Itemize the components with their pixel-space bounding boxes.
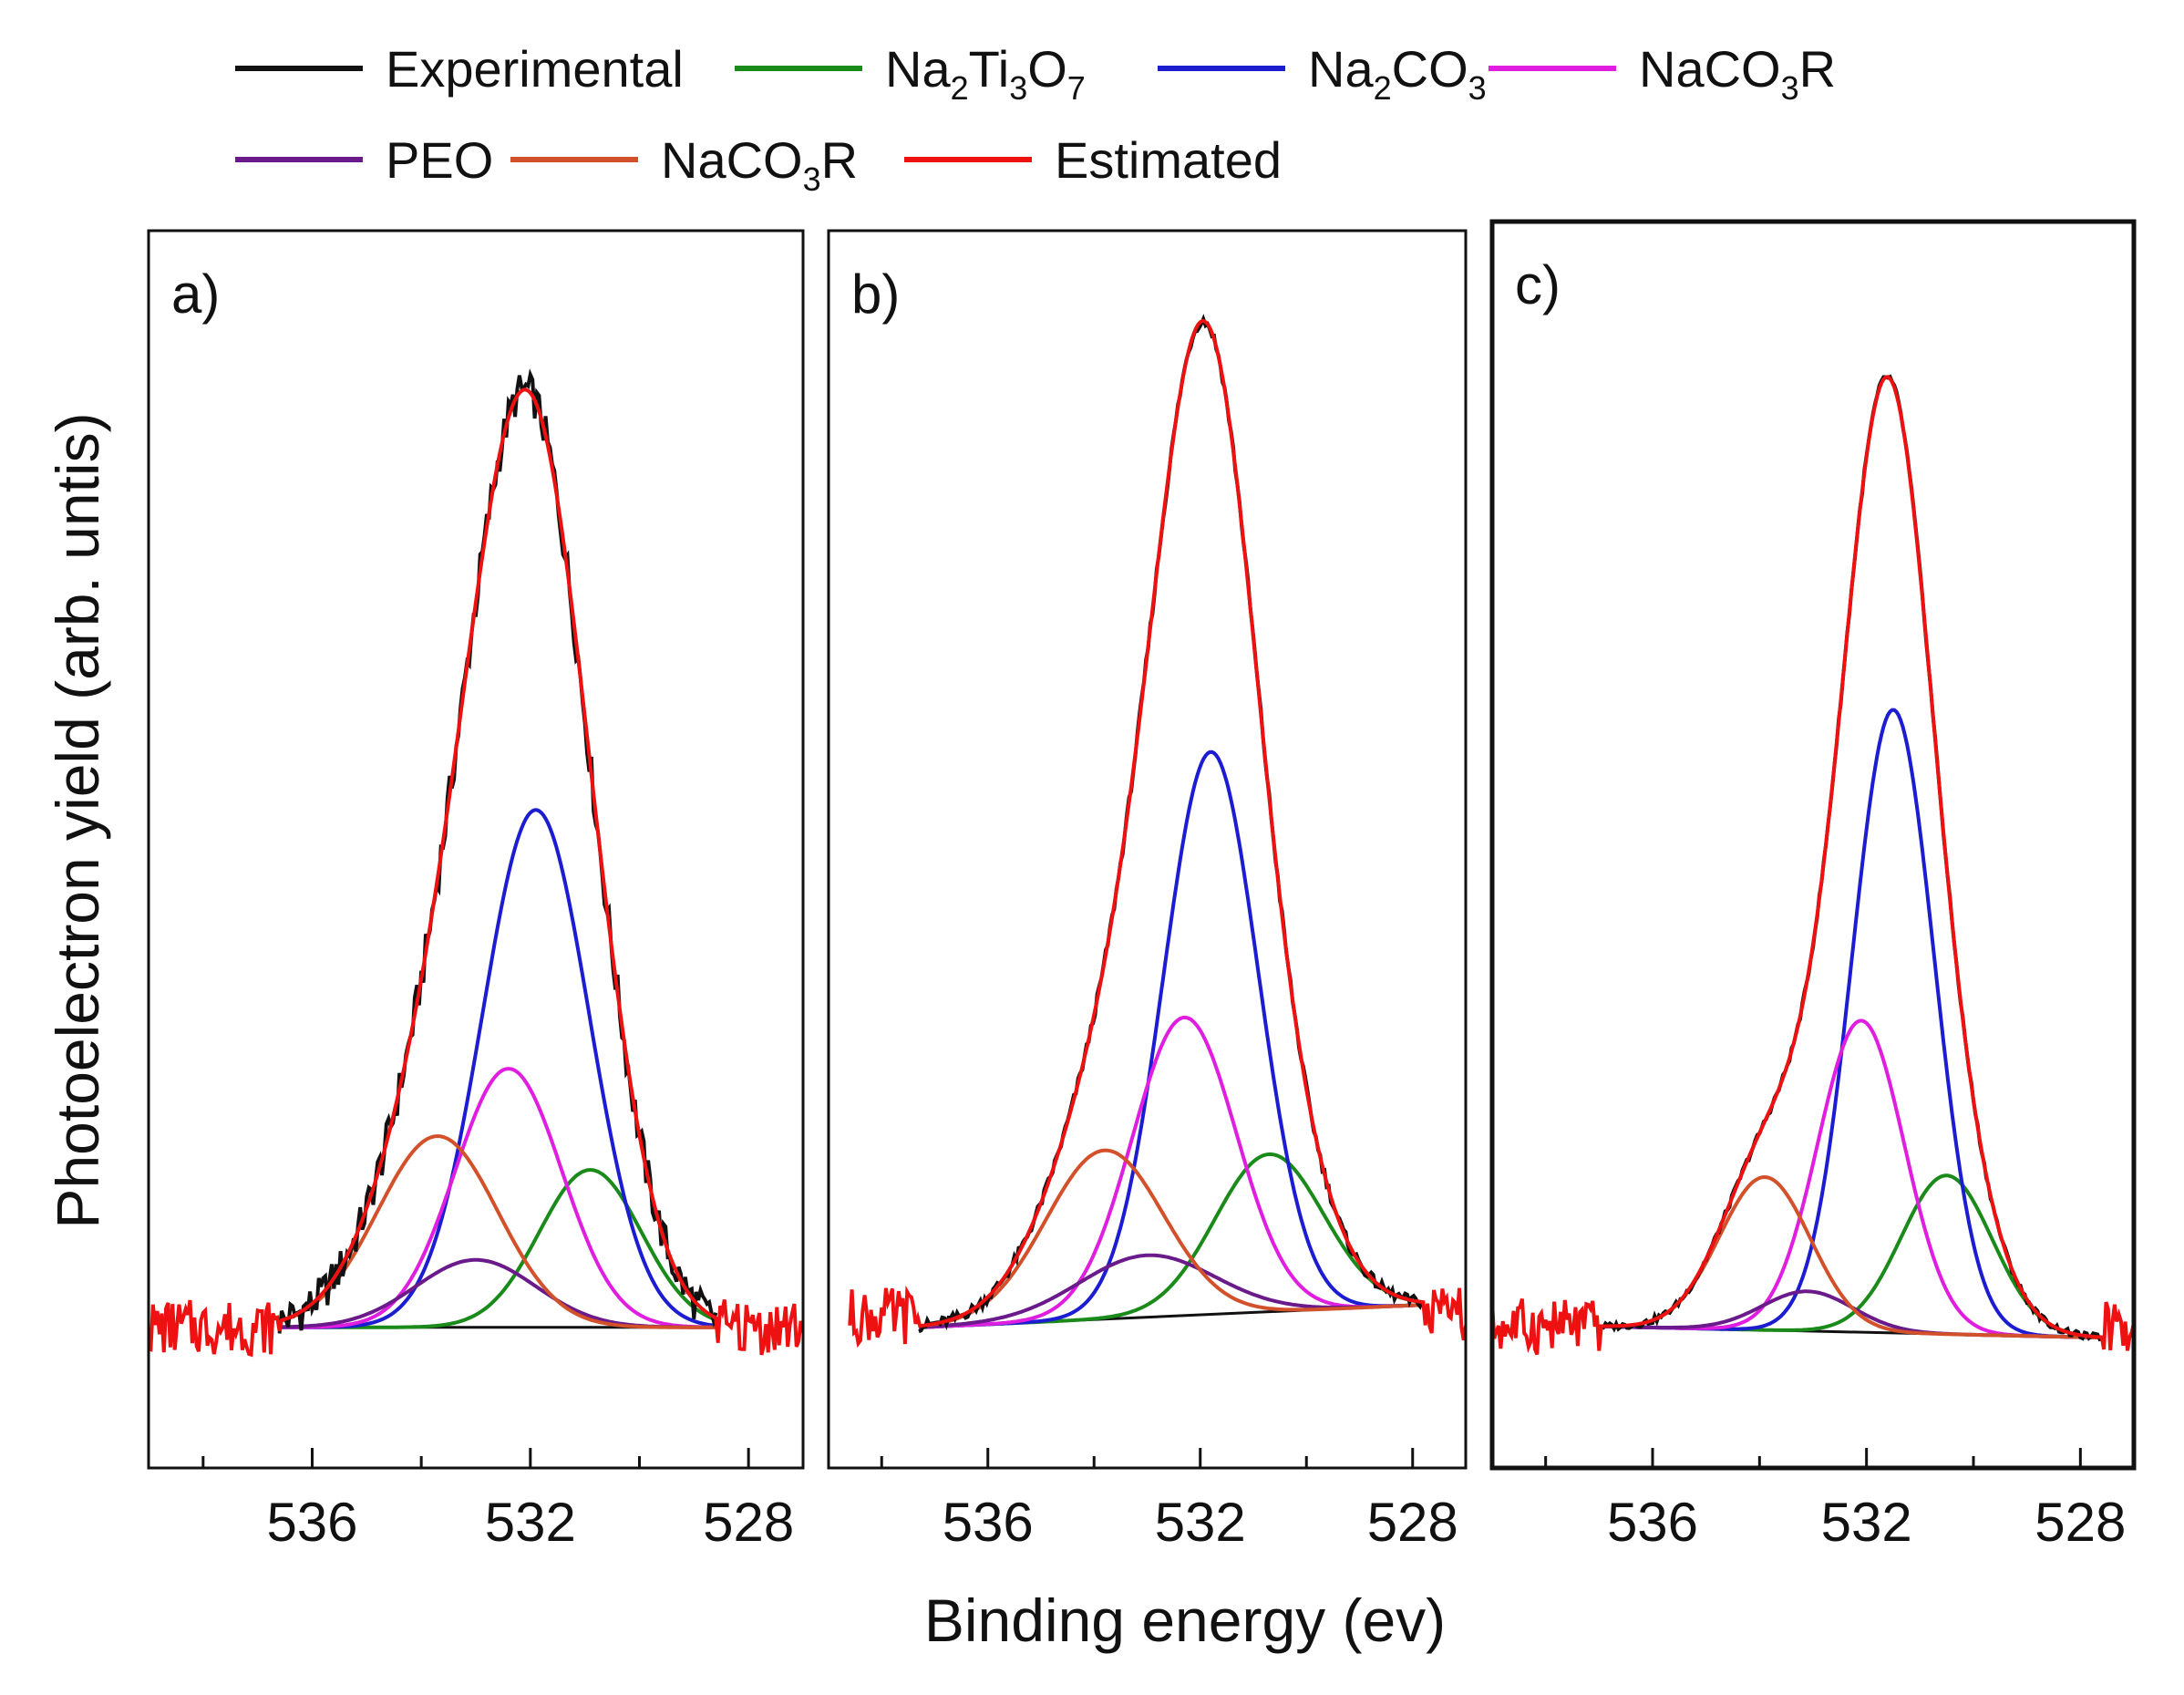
x-tick-label: 528 — [2035, 1492, 2126, 1553]
plot-area-3 — [1492, 374, 2134, 1356]
panel-label: c) — [1515, 254, 1561, 315]
x-tick-label: 536 — [943, 1492, 1034, 1553]
x-tick-label: 532 — [485, 1492, 576, 1553]
legend-label-experimental: Experimental — [386, 40, 684, 98]
estimated-curve — [848, 318, 1466, 1349]
panel-label: b) — [851, 264, 900, 325]
component-na2ti3o7 — [1599, 1173, 2102, 1339]
legend-entry-naco3r_a: NaCO3R — [1489, 40, 1836, 107]
panel-1: 536 532 528 a) — [147, 229, 805, 1553]
component-naco3r_b — [918, 1148, 1423, 1328]
legend-entry-experimental: Experimental — [235, 40, 684, 98]
x-axis-title: Binding energy (ev) — [924, 1586, 1446, 1654]
legend-label-naco3r_b: NaCO3R — [661, 131, 858, 198]
legend-label-na2ti3o7: Na2Ti3O7 — [885, 40, 1086, 107]
plot-area-2 — [848, 314, 1466, 1349]
x-tick-label: 532 — [1155, 1492, 1246, 1553]
x-tick-label: 536 — [1607, 1492, 1698, 1553]
estimated-curve — [149, 388, 803, 1358]
panel-label: a) — [171, 264, 220, 325]
component-naco3r_a — [918, 1015, 1423, 1329]
legend-label-peo: PEO — [386, 131, 493, 189]
legend: Experimental Na2Ti3O7 Na2CO3 NaCO3R PEO NaCO3… — [235, 40, 1836, 198]
panel-frame — [1489, 219, 2137, 1471]
component-na2co3 — [1599, 708, 2102, 1340]
legend-label-estimated: Estimated — [1055, 131, 1282, 189]
component-na2co3 — [279, 808, 716, 1329]
legend-entry-na2co3: Na2CO3 — [1158, 40, 1487, 107]
legend-entry-estimated: Estimated — [904, 131, 1282, 189]
legend-entry-naco3r_b: NaCO3R — [510, 131, 858, 198]
component-naco3r_b — [279, 1134, 716, 1329]
panel-3: 536 532 528 c) — [1489, 219, 2137, 1553]
legend-label-na2co3: Na2CO3 — [1308, 40, 1487, 107]
plot-area-1 — [149, 368, 803, 1358]
panel-frame — [827, 229, 1468, 1470]
x-tick-label: 532 — [1821, 1492, 1912, 1553]
x-tick-label: 536 — [266, 1492, 357, 1553]
legend-label-naco3r_a: NaCO3R — [1639, 40, 1836, 107]
x-tick-label: 528 — [703, 1492, 794, 1553]
x-tick-label: 528 — [1367, 1492, 1458, 1553]
estimated-curve — [1492, 375, 2134, 1356]
panel-2: 536 532 528 b) — [827, 229, 1468, 1553]
legend-entry-na2ti3o7: Na2Ti3O7 — [735, 40, 1086, 107]
component-naco3r_a — [279, 1067, 716, 1329]
component-naco3r_a — [1599, 1018, 2102, 1340]
panel-frame — [147, 229, 805, 1470]
panels: 536 532 528 a) 536 532 528 b) 536 532 528 c) — [147, 219, 2137, 1553]
legend-entry-peo: PEO — [235, 131, 493, 189]
y-axis-title: Photoelectron yield (arb. untis) — [44, 412, 111, 1228]
experimental-curve — [1598, 374, 2103, 1342]
